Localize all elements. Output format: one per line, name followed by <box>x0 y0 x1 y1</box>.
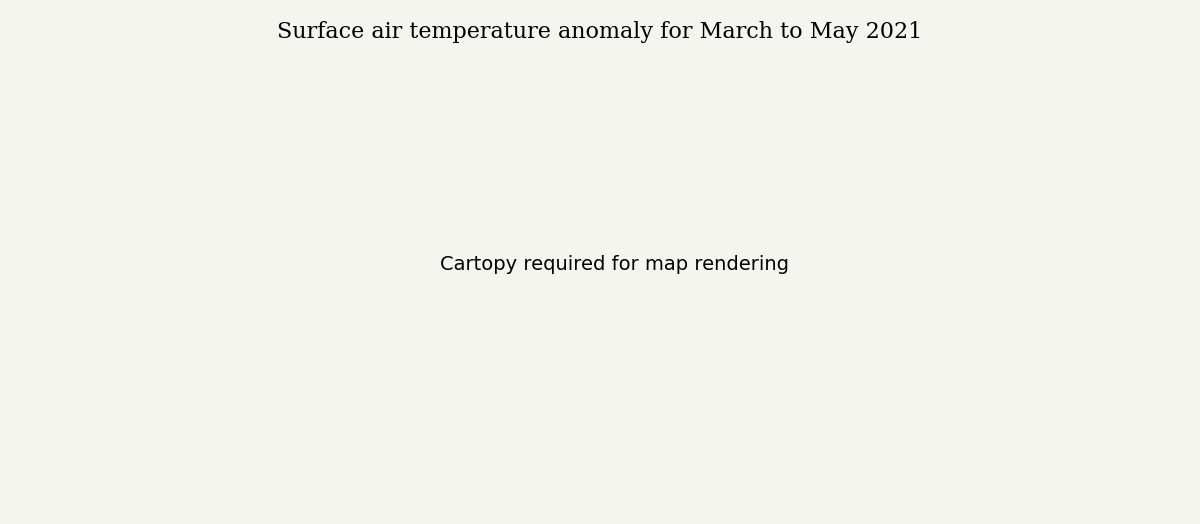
Text: Cartopy required for map rendering: Cartopy required for map rendering <box>440 255 790 274</box>
Text: Surface air temperature anomaly for March to May 2021: Surface air temperature anomaly for Marc… <box>277 21 923 43</box>
